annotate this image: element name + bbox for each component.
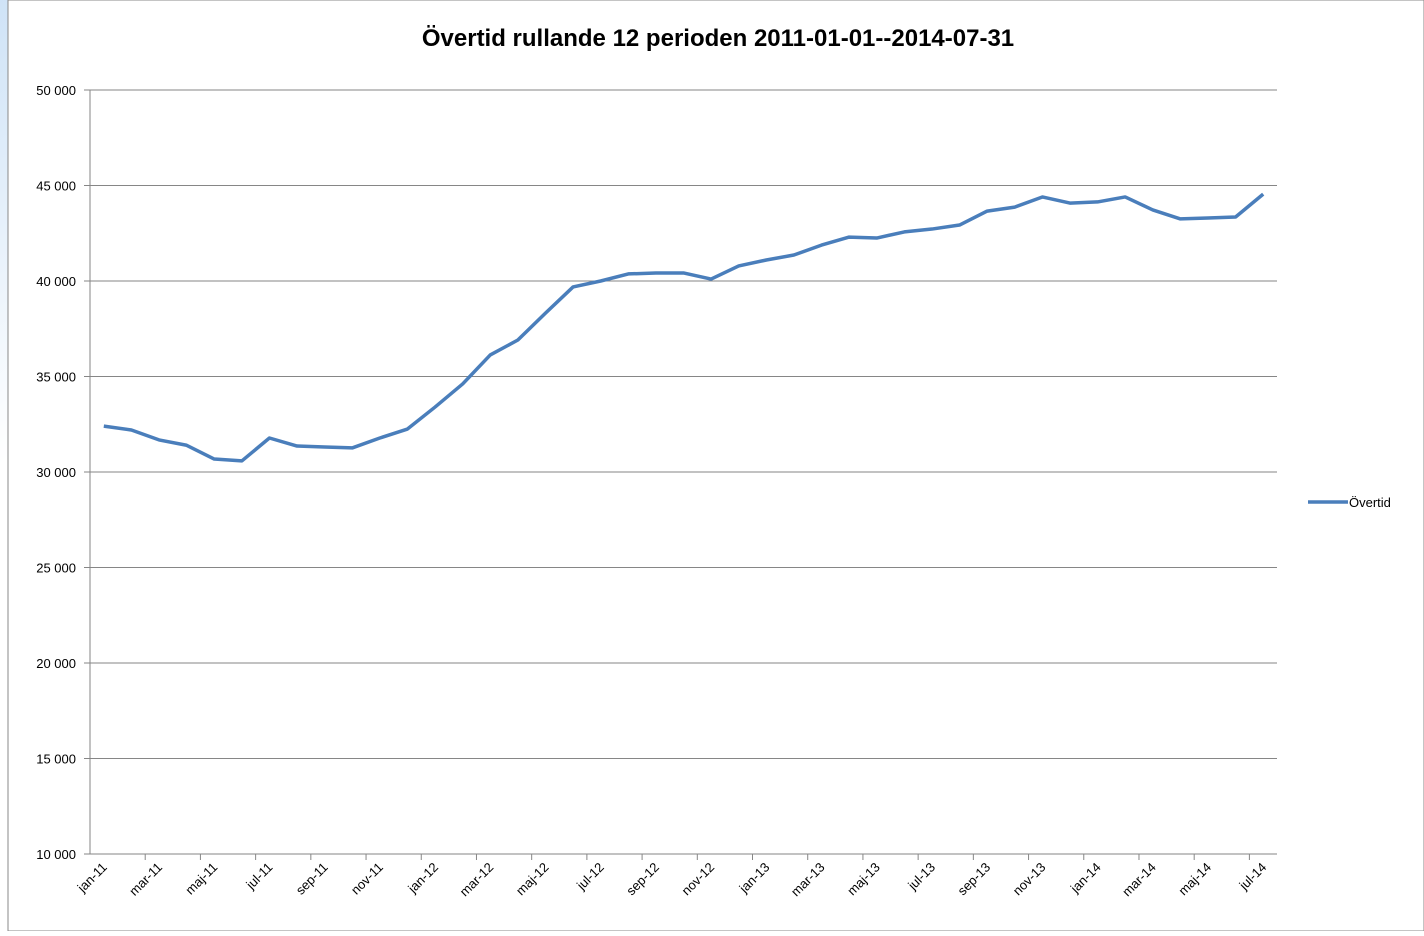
y-tick-label: 20 000 xyxy=(36,656,76,671)
y-tick-label: 45 000 xyxy=(36,179,76,194)
y-tick-label: 40 000 xyxy=(36,274,76,289)
y-tick-label: 15 000 xyxy=(36,752,76,767)
chart-area xyxy=(7,0,1424,932)
chart-title: Övertid rullande 12 perioden 2011-01-01-… xyxy=(422,25,1014,52)
y-tick-label: 30 000 xyxy=(36,465,76,480)
legend-label: Övertid xyxy=(1349,495,1391,510)
y-tick-label: 35 000 xyxy=(36,370,76,385)
line-series xyxy=(103,192,1265,463)
y-tick-label: 10 000 xyxy=(36,847,76,862)
y-tick-label: 25 000 xyxy=(36,561,76,576)
y-tick-label: 50 000 xyxy=(36,83,76,98)
